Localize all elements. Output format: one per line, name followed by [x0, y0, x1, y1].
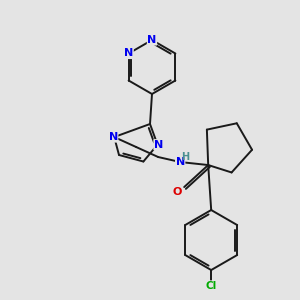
Text: H: H — [181, 152, 189, 162]
Text: N: N — [154, 140, 163, 150]
Text: N: N — [147, 35, 157, 45]
Text: Cl: Cl — [206, 281, 217, 291]
Text: N: N — [124, 49, 133, 58]
Text: O: O — [172, 187, 182, 197]
Text: N: N — [176, 157, 185, 167]
Text: N: N — [109, 132, 118, 142]
